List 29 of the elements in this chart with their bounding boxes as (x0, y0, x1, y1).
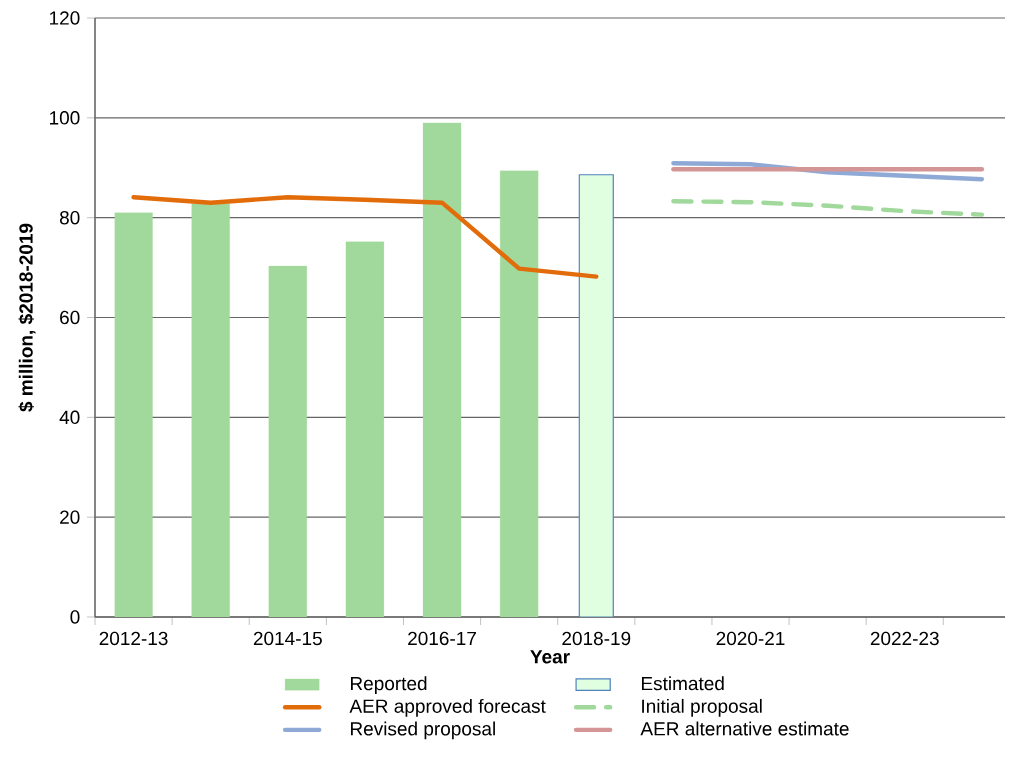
bar (345, 241, 385, 617)
x-tick-label: 2018-19 (562, 631, 631, 646)
bar (422, 122, 462, 617)
bar (191, 203, 230, 617)
legend-label: Estimated (641, 676, 724, 691)
y-tick-label: 20 (60, 510, 80, 524)
x-tick-label: 2016-17 (408, 631, 476, 646)
x-tick-label: 2020-21 (716, 631, 785, 646)
x-tick-label: 2022-23 (870, 631, 939, 646)
bar (268, 265, 307, 617)
x-axis-title: Year (530, 650, 570, 664)
x-tick-label: 2012-13 (99, 631, 168, 646)
line-series (131, 195, 599, 279)
legend-label: Reported (351, 676, 427, 695)
y-tick-label: 0 (70, 610, 80, 624)
x-tick-label: 2014-15 (253, 631, 322, 646)
legend-label: Revised proposal (351, 721, 495, 740)
legend-label: AER alternative estimate (640, 721, 849, 736)
bar (114, 212, 153, 617)
y-tick-label: 100 (50, 111, 80, 125)
legend-label: Initial proposal (642, 698, 762, 717)
y-tick-label: 80 (59, 210, 80, 225)
line-series (671, 199, 985, 217)
y-axis-title: $ million, $2018-2019 (18, 223, 36, 412)
y-tick-label: 120 (50, 11, 80, 25)
legend-label: AER approved forecast (349, 698, 546, 717)
y-tick-label: 60 (60, 310, 80, 325)
bar (500, 170, 539, 617)
y-tick-label: 40 (59, 410, 80, 425)
